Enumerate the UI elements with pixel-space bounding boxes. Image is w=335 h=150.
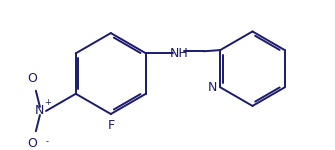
Text: -: - [46, 137, 49, 146]
Text: O: O [27, 137, 37, 150]
Text: F: F [107, 119, 114, 132]
Text: N: N [208, 81, 217, 94]
Text: N: N [35, 105, 44, 117]
Text: NH: NH [170, 47, 189, 60]
Text: O: O [27, 72, 37, 85]
Text: +: + [45, 98, 52, 107]
